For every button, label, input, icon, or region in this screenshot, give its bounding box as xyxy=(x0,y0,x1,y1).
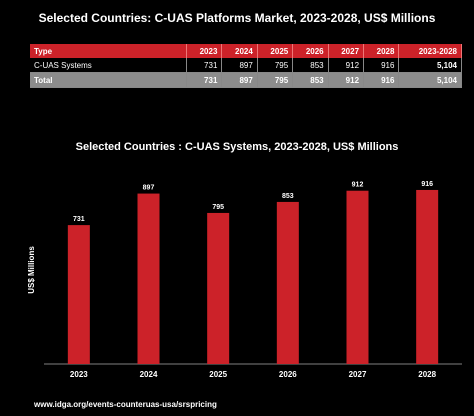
x-tick-label-2027: 2027 xyxy=(349,370,367,379)
market-table: Type 2023 2024 2025 2026 2027 2028 2023-… xyxy=(30,44,462,88)
table-cell: 897 xyxy=(221,58,258,73)
chart-title: Selected Countries : C-UAS Systems, 2023… xyxy=(75,141,399,153)
table-row: C-UAS Systems 731 897 795 853 912 916 5,… xyxy=(30,58,462,73)
table-cell: 912 xyxy=(328,58,365,73)
header-2023: 2023 xyxy=(186,44,223,58)
header-total: 2023-2028 xyxy=(398,44,462,58)
table-cell: 853 xyxy=(292,58,329,73)
data-label-2027: 912 xyxy=(352,182,364,189)
table-cell: 897 xyxy=(221,72,258,88)
table-cell-total: 5,104 xyxy=(398,58,462,73)
data-label-2025: 795 xyxy=(212,204,224,211)
header-type: Type xyxy=(30,44,187,58)
footer-url[interactable]: www.idga.org/events-counteruas-usa/srspr… xyxy=(34,400,217,409)
data-label-2024: 897 xyxy=(143,185,155,192)
header-2026: 2026 xyxy=(292,44,329,58)
x-tick-label-2024: 2024 xyxy=(140,370,158,379)
data-label-2028: 916 xyxy=(421,181,433,188)
data-label-2026: 853 xyxy=(282,193,294,200)
y-axis-label: US$ Millions xyxy=(27,246,36,294)
bar-2023 xyxy=(67,225,90,364)
bar-2028 xyxy=(416,189,439,364)
table-header-row: Type 2023 2024 2025 2026 2027 2028 2023-… xyxy=(30,44,462,58)
x-tick-label-2028: 2028 xyxy=(418,370,436,379)
bar-2026 xyxy=(276,201,299,364)
bar-2025 xyxy=(207,212,230,364)
table-cell: 853 xyxy=(292,72,329,88)
x-tick-label-2023: 2023 xyxy=(70,370,88,379)
bar-2027 xyxy=(346,190,369,364)
table-cell: 916 xyxy=(363,72,400,88)
table-cell: 795 xyxy=(257,72,294,88)
x-tick-label-2026: 2026 xyxy=(279,370,297,379)
table-cell: 731 xyxy=(186,58,223,73)
table-cell: 912 xyxy=(328,72,365,88)
header-2028: 2028 xyxy=(363,44,400,58)
header-2024: 2024 xyxy=(221,44,258,58)
bar-2024 xyxy=(137,193,160,364)
header-2027: 2027 xyxy=(328,44,365,58)
table-cell: 731 xyxy=(186,72,223,88)
table-cell: 795 xyxy=(257,58,294,73)
x-tick-label-2025: 2025 xyxy=(209,370,227,379)
table-cell-total: 5,104 xyxy=(398,72,462,88)
bar-chart: US$ Millions 731 2023 897 2024 795 2025 853 202… xyxy=(27,181,462,379)
row-type-cell: C-UAS Systems xyxy=(30,58,187,73)
table-cell: 916 xyxy=(363,58,400,73)
data-label-2023: 731 xyxy=(73,216,85,223)
header-2025: 2025 xyxy=(257,44,294,58)
page-title: Selected Countries: C-UAS Platforms Mark… xyxy=(38,11,436,25)
table-row-total: Total 731 897 795 853 912 916 5,104 xyxy=(30,72,462,88)
row-type-cell: Total xyxy=(30,72,187,88)
